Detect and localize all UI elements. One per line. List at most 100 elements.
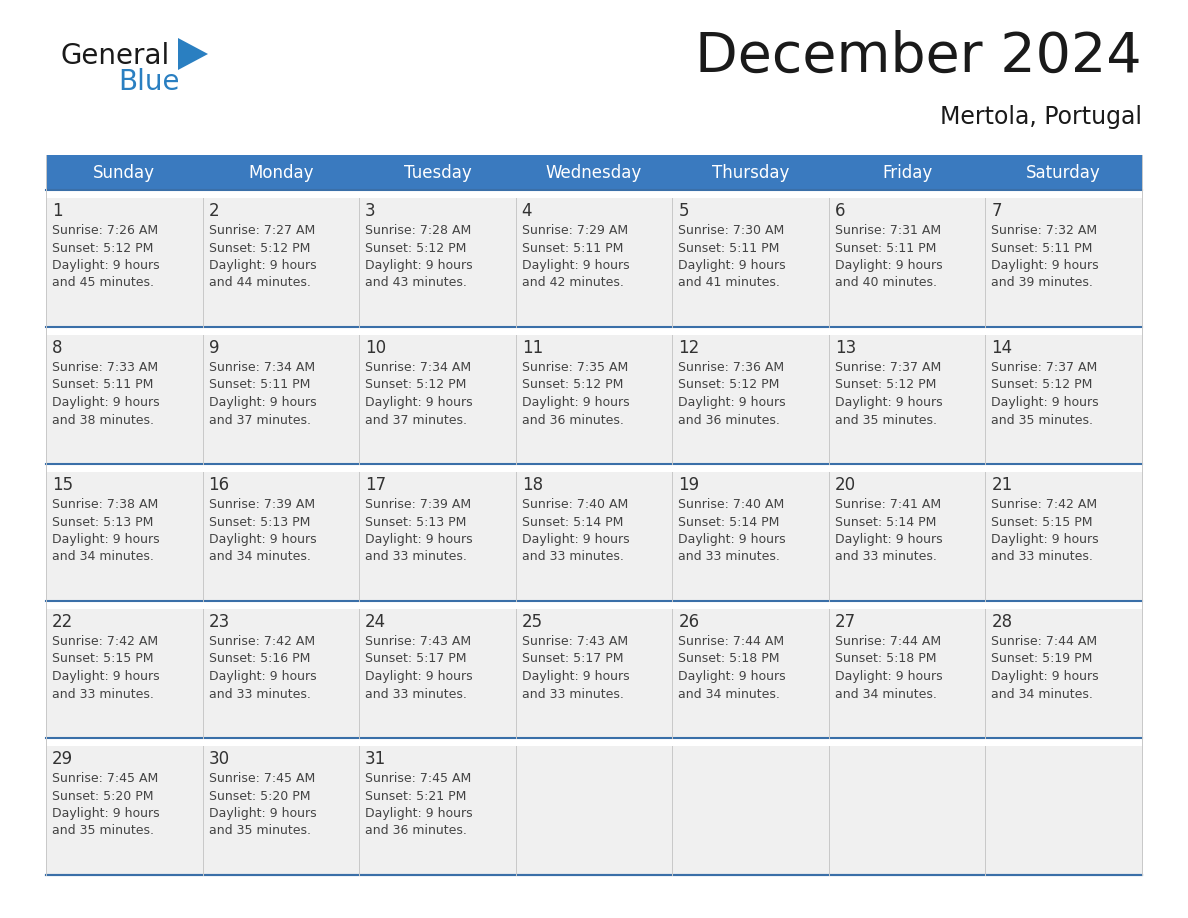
- Text: Daylight: 9 hours: Daylight: 9 hours: [835, 396, 942, 409]
- Text: Thursday: Thursday: [712, 163, 789, 182]
- Text: 23: 23: [209, 613, 229, 631]
- Text: and 35 minutes.: and 35 minutes.: [209, 824, 310, 837]
- Bar: [46, 609, 1142, 738]
- Text: 3: 3: [365, 202, 375, 220]
- Text: 10: 10: [365, 339, 386, 357]
- Text: and 37 minutes.: and 37 minutes.: [209, 413, 310, 427]
- Text: and 33 minutes.: and 33 minutes.: [522, 551, 624, 564]
- Text: Sunset: 5:17 PM: Sunset: 5:17 PM: [365, 653, 467, 666]
- Bar: [46, 190, 1142, 198]
- Text: and 34 minutes.: and 34 minutes.: [678, 688, 781, 700]
- Text: Sunset: 5:11 PM: Sunset: 5:11 PM: [678, 241, 779, 254]
- Text: Sunset: 5:15 PM: Sunset: 5:15 PM: [992, 516, 1093, 529]
- Text: Sunrise: 7:36 AM: Sunrise: 7:36 AM: [678, 361, 784, 374]
- Text: Sunset: 5:14 PM: Sunset: 5:14 PM: [835, 516, 936, 529]
- Text: Wednesday: Wednesday: [545, 163, 643, 182]
- Bar: [46, 746, 1142, 875]
- Text: 7: 7: [992, 202, 1001, 220]
- Text: Sunrise: 7:41 AM: Sunrise: 7:41 AM: [835, 498, 941, 511]
- Text: 22: 22: [52, 613, 74, 631]
- Text: Daylight: 9 hours: Daylight: 9 hours: [52, 533, 159, 546]
- Text: Daylight: 9 hours: Daylight: 9 hours: [678, 533, 786, 546]
- Text: Daylight: 9 hours: Daylight: 9 hours: [522, 670, 630, 683]
- Text: Sunset: 5:17 PM: Sunset: 5:17 PM: [522, 653, 624, 666]
- Text: and 36 minutes.: and 36 minutes.: [365, 824, 467, 837]
- Text: Sunrise: 7:44 AM: Sunrise: 7:44 AM: [992, 635, 1098, 648]
- Text: Daylight: 9 hours: Daylight: 9 hours: [365, 807, 473, 820]
- Text: Sunday: Sunday: [94, 163, 156, 182]
- Text: Sunrise: 7:31 AM: Sunrise: 7:31 AM: [835, 224, 941, 237]
- Text: Daylight: 9 hours: Daylight: 9 hours: [52, 259, 159, 272]
- Text: Sunset: 5:20 PM: Sunset: 5:20 PM: [209, 789, 310, 802]
- Text: Sunrise: 7:42 AM: Sunrise: 7:42 AM: [52, 635, 158, 648]
- Text: 19: 19: [678, 476, 700, 494]
- Text: and 34 minutes.: and 34 minutes.: [835, 688, 936, 700]
- Text: Daylight: 9 hours: Daylight: 9 hours: [992, 396, 1099, 409]
- Bar: [46, 155, 1142, 190]
- Text: Sunrise: 7:34 AM: Sunrise: 7:34 AM: [365, 361, 472, 374]
- Bar: [46, 155, 1142, 875]
- Text: Sunrise: 7:40 AM: Sunrise: 7:40 AM: [678, 498, 784, 511]
- Bar: [46, 327, 1142, 335]
- Text: Daylight: 9 hours: Daylight: 9 hours: [678, 670, 786, 683]
- Text: Daylight: 9 hours: Daylight: 9 hours: [209, 533, 316, 546]
- Text: Sunset: 5:12 PM: Sunset: 5:12 PM: [365, 241, 467, 254]
- Text: Sunset: 5:13 PM: Sunset: 5:13 PM: [209, 516, 310, 529]
- Text: Sunset: 5:18 PM: Sunset: 5:18 PM: [678, 653, 779, 666]
- Text: and 40 minutes.: and 40 minutes.: [835, 276, 937, 289]
- Text: Daylight: 9 hours: Daylight: 9 hours: [522, 533, 630, 546]
- Text: Daylight: 9 hours: Daylight: 9 hours: [992, 670, 1099, 683]
- Text: Daylight: 9 hours: Daylight: 9 hours: [678, 259, 786, 272]
- Text: 18: 18: [522, 476, 543, 494]
- Text: Daylight: 9 hours: Daylight: 9 hours: [365, 259, 473, 272]
- Text: Sunrise: 7:27 AM: Sunrise: 7:27 AM: [209, 224, 315, 237]
- Text: 11: 11: [522, 339, 543, 357]
- Text: Sunset: 5:18 PM: Sunset: 5:18 PM: [835, 653, 936, 666]
- Text: Sunset: 5:11 PM: Sunset: 5:11 PM: [835, 241, 936, 254]
- Text: Sunset: 5:11 PM: Sunset: 5:11 PM: [52, 378, 153, 391]
- Text: Sunrise: 7:32 AM: Sunrise: 7:32 AM: [992, 224, 1098, 237]
- Text: Sunrise: 7:40 AM: Sunrise: 7:40 AM: [522, 498, 628, 511]
- Text: Sunrise: 7:45 AM: Sunrise: 7:45 AM: [209, 772, 315, 785]
- Text: Daylight: 9 hours: Daylight: 9 hours: [52, 670, 159, 683]
- Text: Daylight: 9 hours: Daylight: 9 hours: [365, 533, 473, 546]
- Text: 16: 16: [209, 476, 229, 494]
- Text: and 36 minutes.: and 36 minutes.: [678, 413, 781, 427]
- Text: Sunset: 5:12 PM: Sunset: 5:12 PM: [209, 241, 310, 254]
- Text: 27: 27: [835, 613, 857, 631]
- Text: General: General: [61, 42, 169, 70]
- Text: Saturday: Saturday: [1026, 163, 1101, 182]
- Text: and 33 minutes.: and 33 minutes.: [678, 551, 781, 564]
- Bar: [46, 601, 1142, 609]
- Text: Sunrise: 7:37 AM: Sunrise: 7:37 AM: [835, 361, 941, 374]
- Text: and 35 minutes.: and 35 minutes.: [835, 413, 937, 427]
- Bar: [46, 464, 1142, 472]
- Text: Daylight: 9 hours: Daylight: 9 hours: [209, 259, 316, 272]
- Text: and 36 minutes.: and 36 minutes.: [522, 413, 624, 427]
- Text: Daylight: 9 hours: Daylight: 9 hours: [52, 396, 159, 409]
- Text: 15: 15: [52, 476, 74, 494]
- Text: Sunrise: 7:30 AM: Sunrise: 7:30 AM: [678, 224, 784, 237]
- Text: 25: 25: [522, 613, 543, 631]
- Text: Sunset: 5:13 PM: Sunset: 5:13 PM: [52, 516, 153, 529]
- Text: 14: 14: [992, 339, 1012, 357]
- Text: 8: 8: [52, 339, 63, 357]
- Text: and 45 minutes.: and 45 minutes.: [52, 276, 154, 289]
- Text: Daylight: 9 hours: Daylight: 9 hours: [209, 670, 316, 683]
- Text: Sunrise: 7:43 AM: Sunrise: 7:43 AM: [365, 635, 472, 648]
- Text: Sunset: 5:12 PM: Sunset: 5:12 PM: [678, 378, 779, 391]
- Text: Friday: Friday: [881, 163, 933, 182]
- Text: 29: 29: [52, 750, 74, 768]
- Text: and 35 minutes.: and 35 minutes.: [992, 413, 1093, 427]
- Text: Mertola, Portugal: Mertola, Portugal: [940, 105, 1142, 129]
- Text: Sunrise: 7:29 AM: Sunrise: 7:29 AM: [522, 224, 627, 237]
- Text: 31: 31: [365, 750, 386, 768]
- Text: Tuesday: Tuesday: [404, 163, 472, 182]
- Text: and 43 minutes.: and 43 minutes.: [365, 276, 467, 289]
- Text: Daylight: 9 hours: Daylight: 9 hours: [365, 396, 473, 409]
- Text: Daylight: 9 hours: Daylight: 9 hours: [835, 259, 942, 272]
- Text: 13: 13: [835, 339, 857, 357]
- Text: Sunset: 5:14 PM: Sunset: 5:14 PM: [678, 516, 779, 529]
- Text: 26: 26: [678, 613, 700, 631]
- Text: 12: 12: [678, 339, 700, 357]
